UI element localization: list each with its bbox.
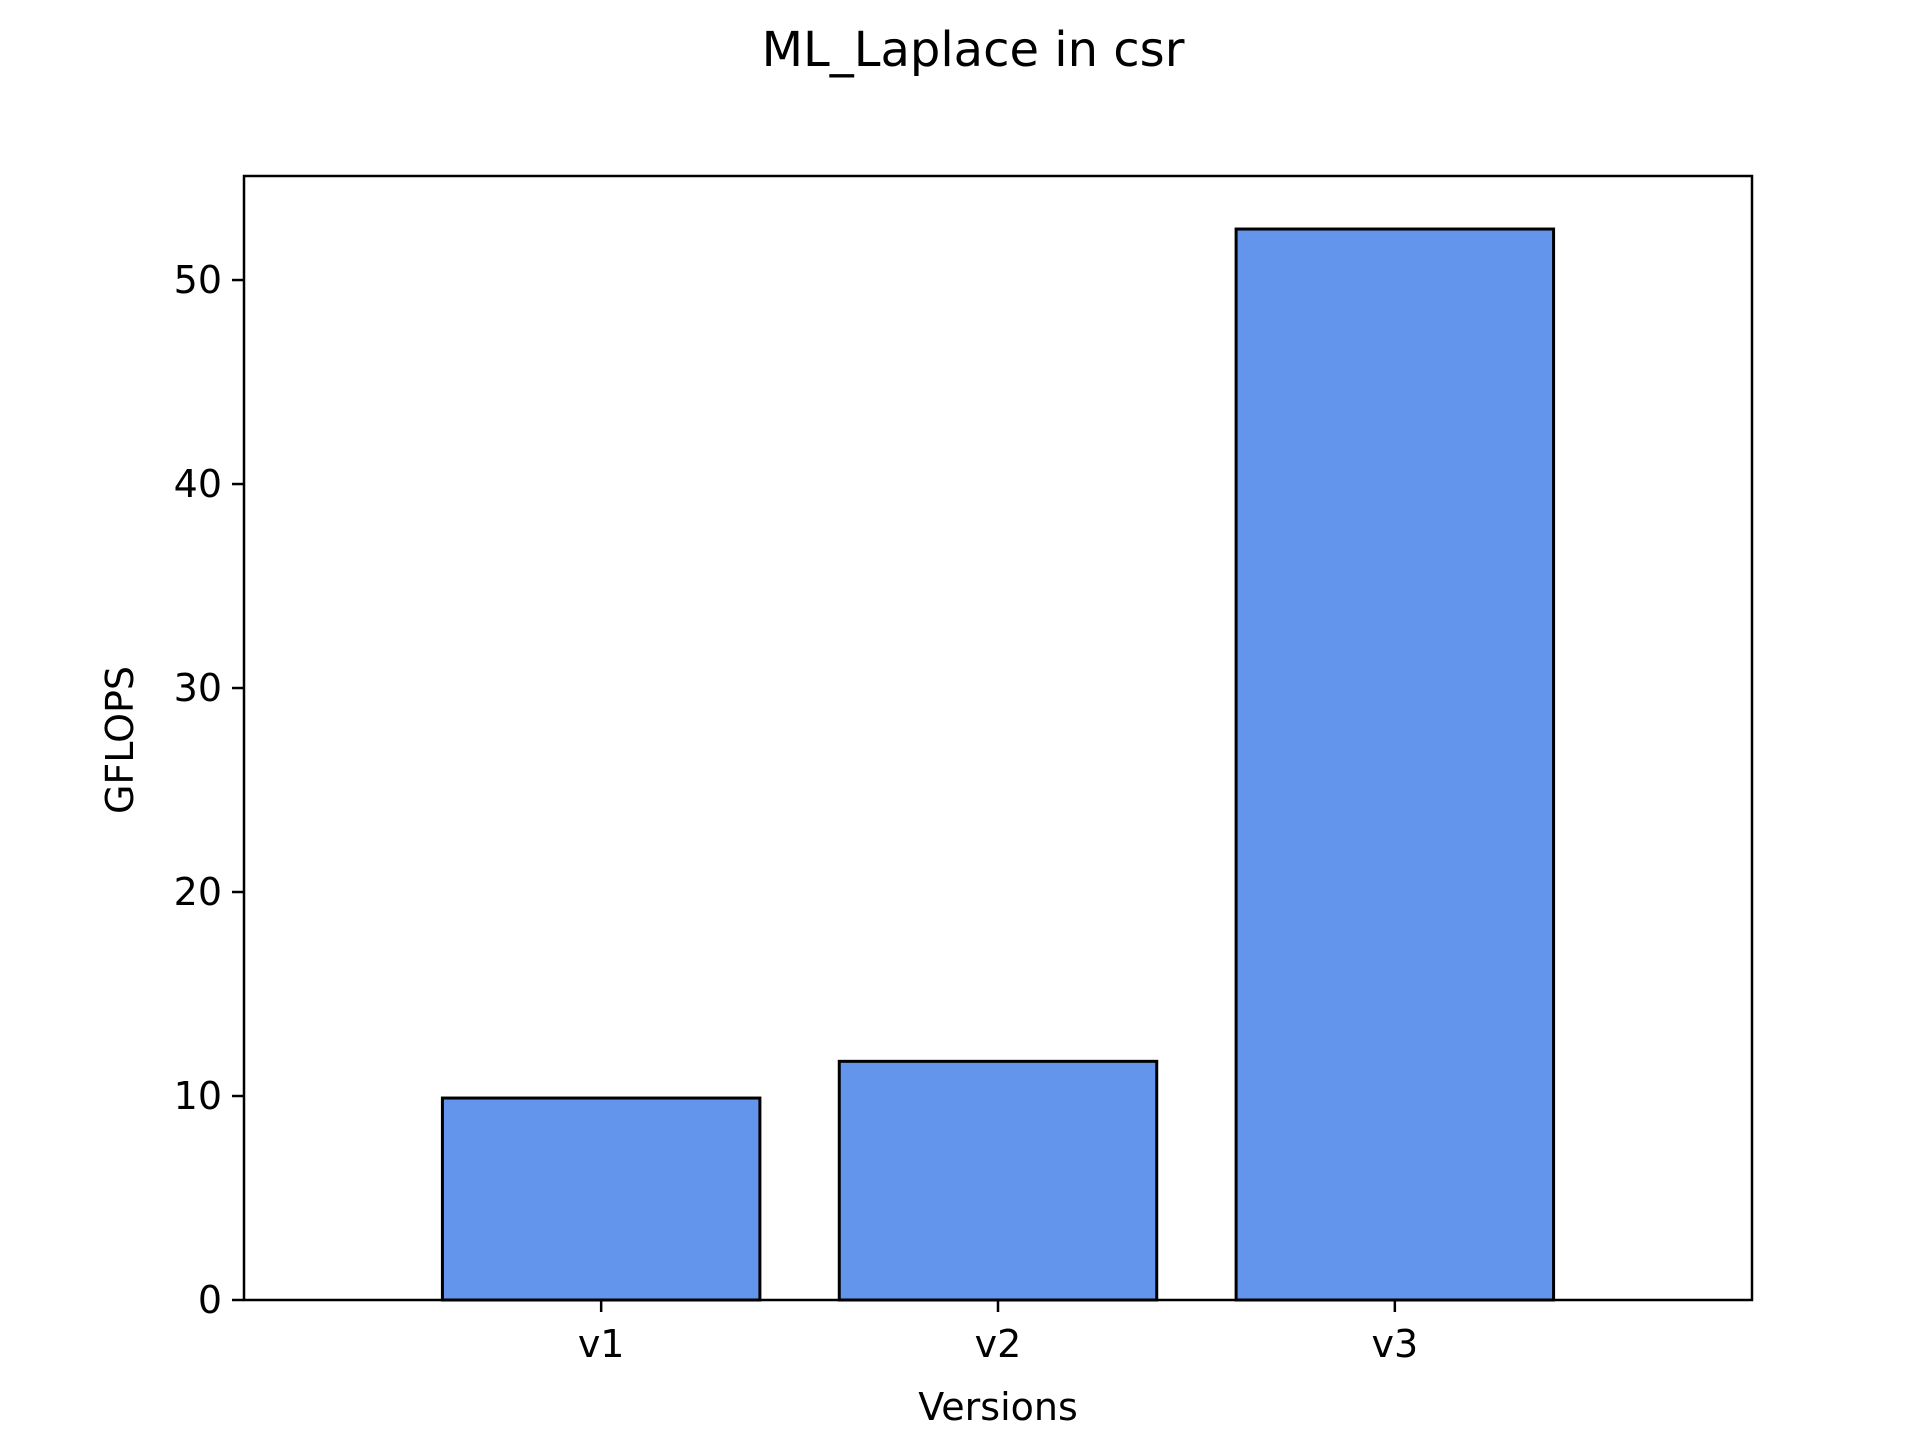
y-tick-label: 10 bbox=[174, 1074, 222, 1118]
y-axis-label: GFLOPS bbox=[98, 666, 142, 814]
bar-v3 bbox=[1234, 227, 1556, 1302]
x-tick-label-v1: v1 bbox=[578, 1322, 625, 1366]
x-tick-label-v2: v2 bbox=[975, 1322, 1022, 1366]
chart-title: ML_Laplace in csr bbox=[762, 22, 1185, 78]
ticks-group: 0 10 20 30 40 50 v1 v2 v3 bbox=[174, 258, 1419, 1366]
y-tick-label: 40 bbox=[174, 462, 222, 506]
y-tick-label: 30 bbox=[174, 666, 222, 710]
x-axis-label: Versions bbox=[918, 1385, 1078, 1429]
bar-v2 bbox=[837, 1059, 1159, 1302]
y-tick-label: 0 bbox=[198, 1278, 222, 1322]
bars-group bbox=[440, 227, 1556, 1302]
bar-v1 bbox=[440, 1096, 762, 1302]
y-tick-label: 50 bbox=[174, 258, 222, 302]
y-tick-label: 20 bbox=[174, 870, 222, 914]
x-tick-label-v3: v3 bbox=[1372, 1322, 1419, 1366]
